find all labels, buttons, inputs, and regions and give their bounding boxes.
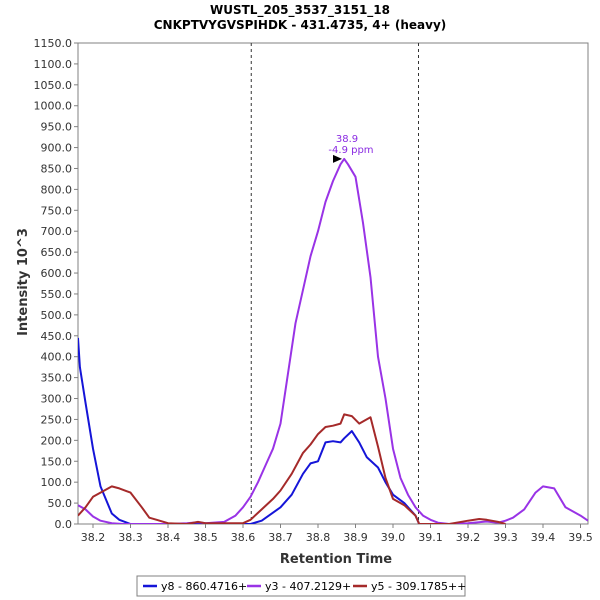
- y-tick-label: 100.0: [41, 476, 73, 489]
- y-tick-label: 450.0: [41, 330, 73, 343]
- peak-marker-arrow: [333, 154, 342, 163]
- y-tick-label: 900.0: [41, 142, 73, 155]
- x-tick-label: 39.3: [493, 531, 518, 544]
- y-tick-label: 300.0: [41, 393, 73, 406]
- y-tick-label: 1050.0: [34, 79, 73, 92]
- y-tick-label: 400.0: [41, 351, 73, 364]
- legend-entry-label: y8 - 860.4716+: [161, 580, 247, 593]
- x-tick-label: 38.9: [343, 531, 368, 544]
- y-tick-label: 950.0: [41, 121, 73, 134]
- plot-area: [77, 42, 589, 525]
- y-tick-label: 650.0: [41, 246, 73, 259]
- x-tick-label: 38.3: [118, 531, 143, 544]
- y-tick-label: 200.0: [41, 434, 73, 447]
- legend-entry-label: y5 - 309.1785++: [371, 580, 466, 593]
- peak-ppm-label: -4.9 ppm: [328, 145, 373, 156]
- x-tick-label: 38.5: [193, 531, 218, 544]
- x-tick-label: 39.0: [381, 531, 406, 544]
- boundary-lines: [250, 43, 419, 524]
- chart-subtitle: CNKPTVYGVSPIHDK - 431.4735, 4+ (heavy): [154, 18, 447, 32]
- y-tick-label: 1000.0: [34, 100, 73, 113]
- peak-annotation: 38.9-4.9 ppm: [328, 134, 374, 163]
- legend: y8 - 860.4716+ y3 - 407.2129+ y5 - 309.178…: [136, 575, 466, 597]
- x-tick-label: 38.8: [306, 531, 331, 544]
- y-tick-label: 250.0: [41, 413, 73, 426]
- y-tick-label: 1100.0: [34, 58, 73, 71]
- x-tick-label: 38.6: [231, 531, 256, 544]
- x-tick-label: 38.7: [268, 531, 293, 544]
- x-tick-label: 39.2: [456, 531, 481, 544]
- y-tick-label: 0.0: [55, 518, 73, 531]
- plot-frame: [77, 42, 589, 525]
- series-lines: [78, 157, 588, 524]
- y-tick-label: 350.0: [41, 372, 73, 385]
- y-tick-label: 550.0: [41, 288, 73, 301]
- y-tick-label: 750.0: [41, 204, 73, 217]
- peak-time-label: 38.9: [336, 134, 358, 145]
- y-tick-label: 50.0: [48, 497, 73, 510]
- y-tick-label: 850.0: [41, 162, 73, 175]
- chart-title: WUSTL_205_3537_3151_18: [210, 3, 390, 18]
- y-tick-label: 150.0: [41, 455, 73, 468]
- legend-entry-label: y3 - 407.2129+: [265, 580, 351, 593]
- x-axis-label: Retention Time: [280, 552, 392, 567]
- x-tick-label: 39.5: [568, 531, 593, 544]
- series-line: [78, 413, 506, 524]
- x-tick-label: 38.2: [81, 531, 106, 544]
- axis-ticks: 0.0 50.0 100.0 150.0 200.0 250.0 300.0 350.0 400…: [34, 37, 593, 544]
- legend-box: [136, 575, 466, 597]
- x-tick-label: 38.4: [156, 531, 181, 544]
- y-tick-label: 600.0: [41, 267, 73, 280]
- y-tick-label: 800.0: [41, 183, 73, 196]
- x-tick-label: 39.1: [418, 531, 443, 544]
- y-tick-label: 1150.0: [34, 37, 73, 50]
- y-tick-label: 700.0: [41, 225, 73, 238]
- y-tick-label: 500.0: [41, 309, 73, 322]
- series-line: [78, 337, 421, 524]
- x-tick-label: 39.4: [531, 531, 556, 544]
- y-axis-label: Intensity 10^3: [16, 228, 31, 336]
